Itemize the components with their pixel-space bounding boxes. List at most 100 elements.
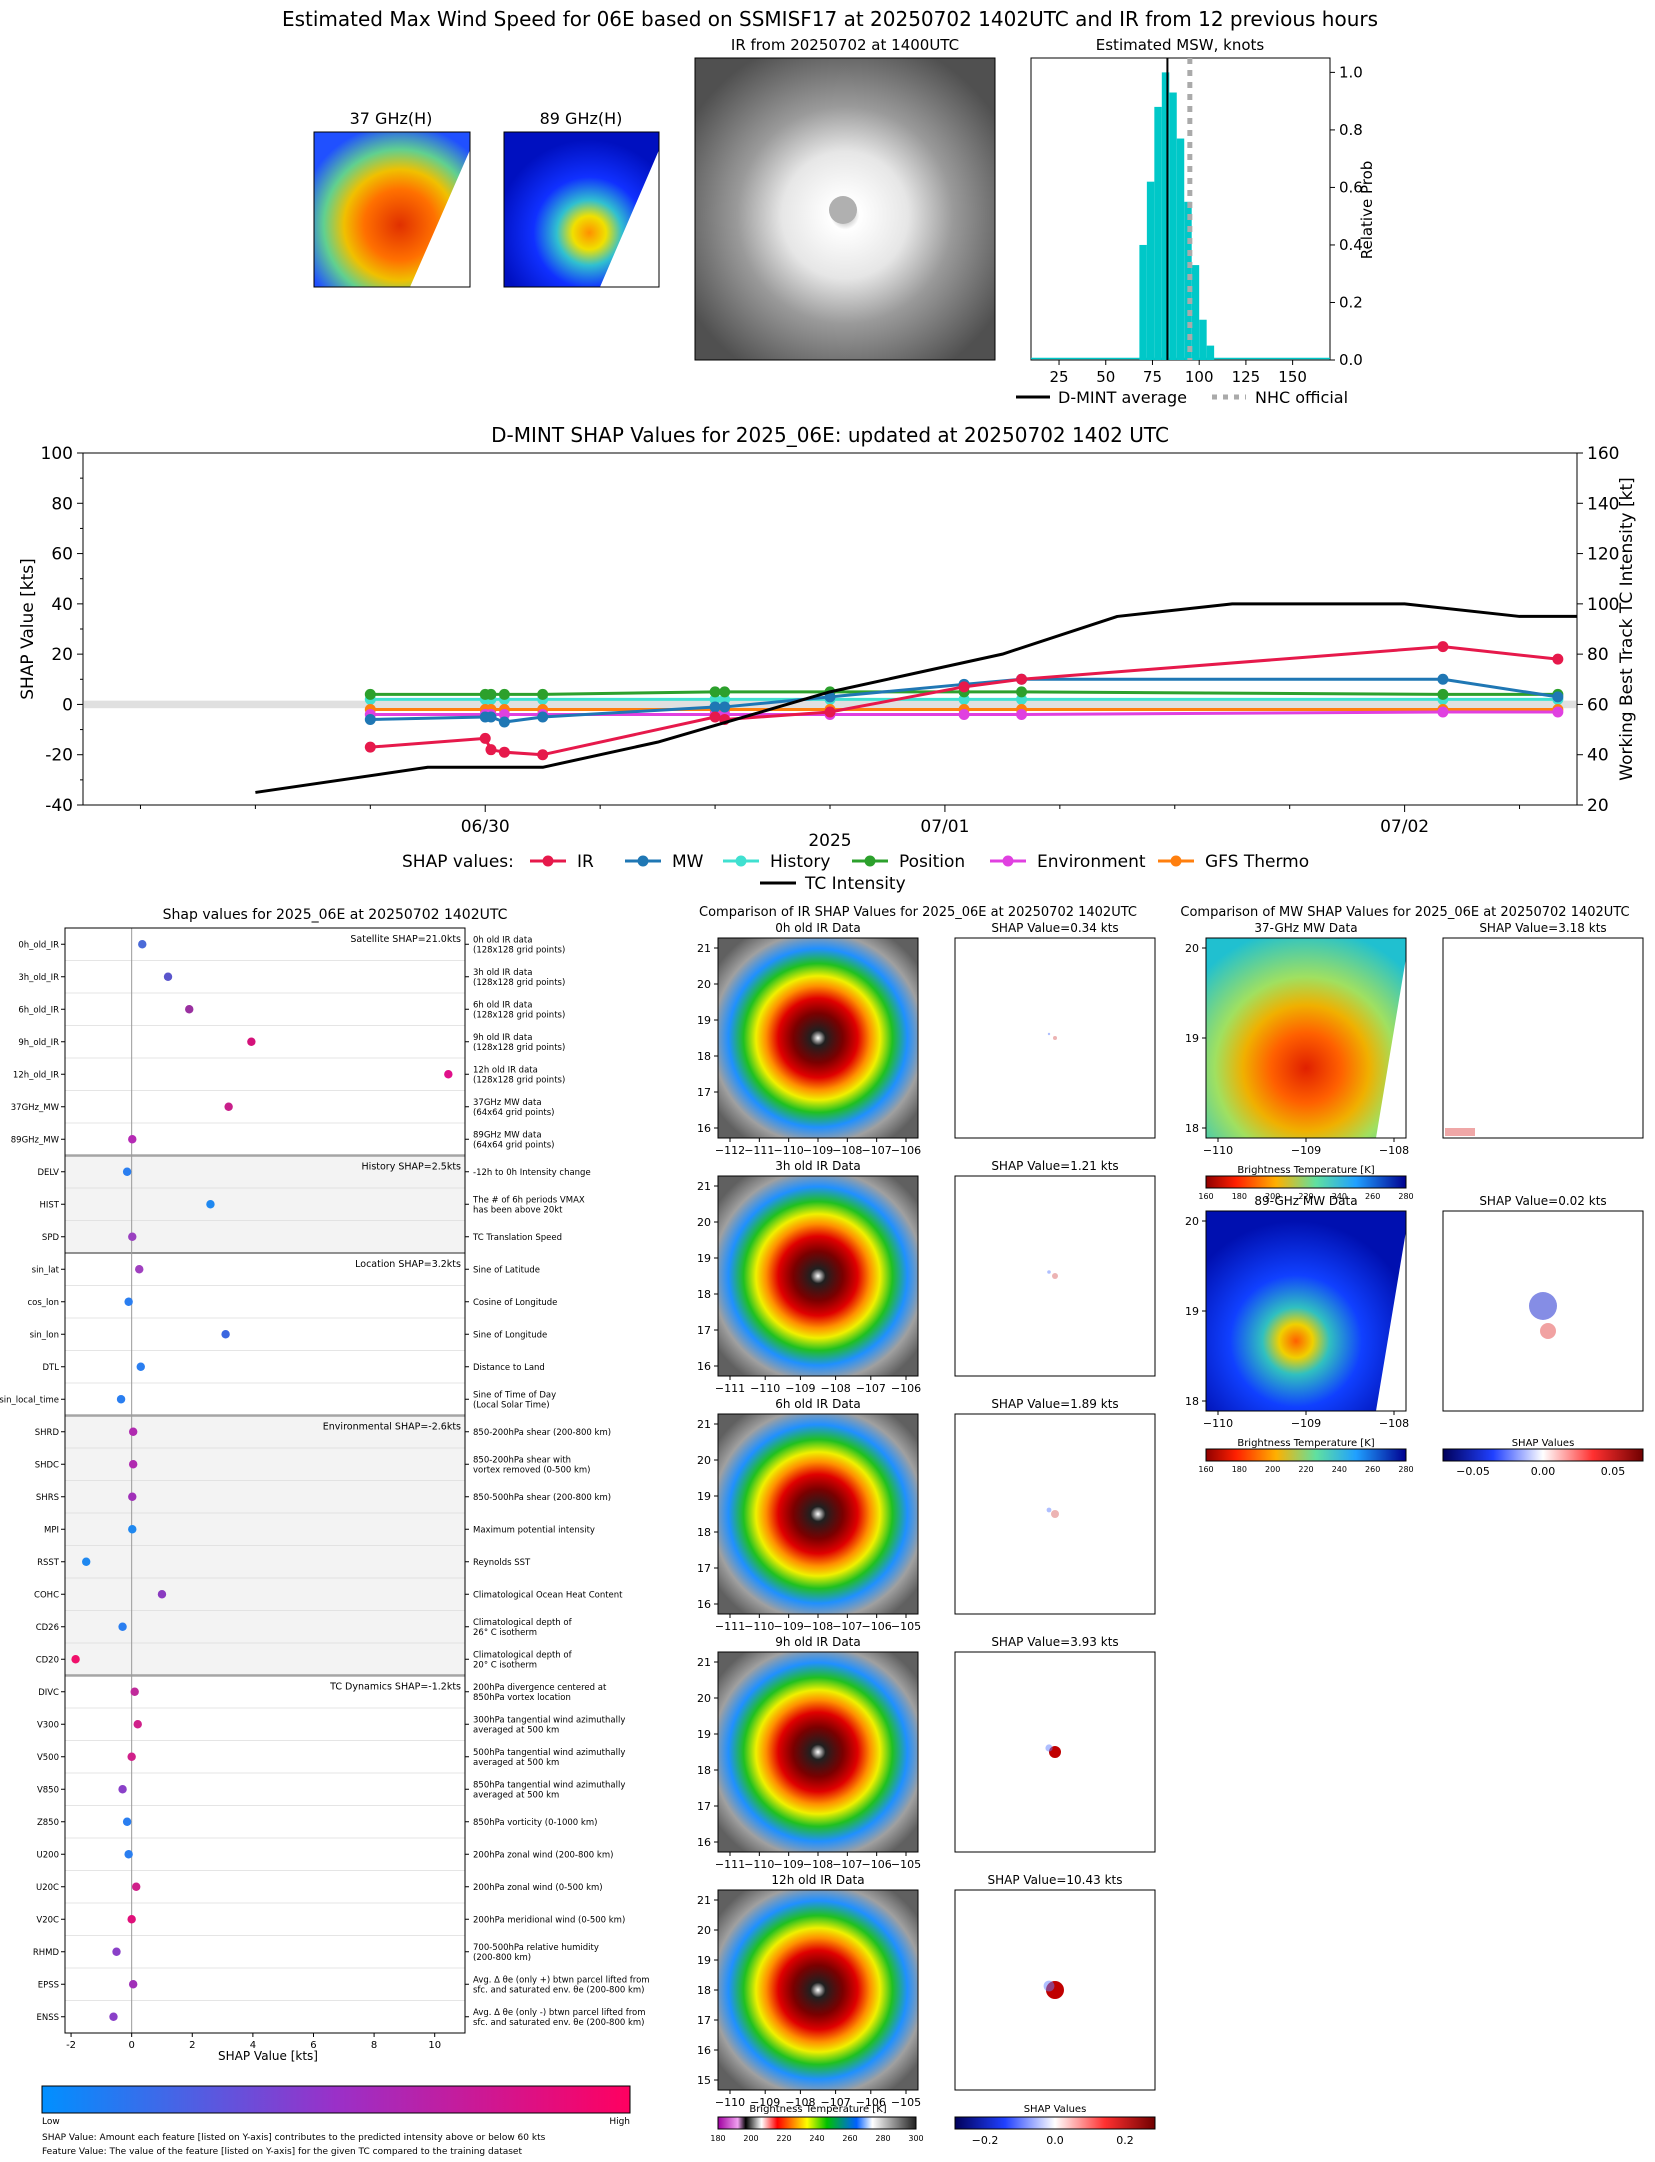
- feature-desc: 200hPa divergence centered at: [473, 1683, 607, 1693]
- feature-point: [128, 1460, 138, 1469]
- ir_compare-xtick-label: −111: [744, 1144, 774, 1157]
- scatter-xtick-label: 6: [310, 2040, 316, 2051]
- hist-xtick-label: 150: [1278, 368, 1307, 386]
- mw-compare-grid: 37-GHz MW Data 20 19 18 −110 −109 −108 SHAP Val…: [1185, 921, 1644, 1478]
- feature-desc: 850-500hPa shear (200-800 km): [473, 1493, 611, 1503]
- ir_compare-shap-title: SHAP Value=10.43 kts: [988, 1873, 1123, 1887]
- group-label: Environmental SHAP=-2.6kts: [323, 1422, 461, 1433]
- ir-cbar-tick: 280: [875, 2134, 890, 2143]
- series-point-ir: [364, 741, 376, 753]
- feature-name: U20C: [36, 1883, 59, 1893]
- mw_compare-xtick-label: −109: [1291, 1144, 1321, 1157]
- mw-shap-coldspot: [1529, 1292, 1557, 1320]
- ir_compare-ytick-label: 21: [697, 1418, 711, 1431]
- ir_compare-xtick-label: −106: [891, 1382, 921, 1395]
- feature-point: [118, 1622, 127, 1631]
- ir-shap-coldspot: [1045, 1744, 1053, 1752]
- feature-desc: Sine of Latitude: [473, 1265, 540, 1275]
- ir_compare-xtick-label: −110: [744, 1858, 774, 1871]
- ts-ytick-right-label: 80: [1587, 645, 1609, 665]
- legend-item-environment: Environment: [1037, 852, 1146, 872]
- ir_compare-ytick-label: 21: [697, 1656, 711, 1669]
- feature-desc: Climatological depth of: [473, 1650, 573, 1660]
- mw_compare-img: [1205, 937, 1407, 1139]
- ts-ytick-label: -20: [45, 746, 73, 766]
- feature-desc: -12h to 0h Intensity change: [473, 1168, 591, 1178]
- ir_compare-ytick-label: 18: [697, 1526, 711, 1539]
- ir-cbar-tick: 220: [776, 2134, 791, 2143]
- hist-bar: [1206, 345, 1215, 360]
- feature-name: V20C: [36, 1915, 59, 1925]
- mw-cbar: [1205, 1448, 1407, 1462]
- ir_compare-xtick-label: −106: [862, 1620, 892, 1633]
- feature-desc: 0h old IR data: [473, 935, 532, 945]
- feature-name: cos_lon: [27, 1298, 59, 1308]
- ir_compare-xtick-label: −108: [820, 1382, 850, 1395]
- feature-desc: averaged at 500 km: [473, 1758, 559, 1768]
- ir-shap-colorbar: SHAP Values −0.2 0.0 0.2: [954, 2104, 1156, 2147]
- mw_compare-xtick-label: −108: [1379, 1417, 1409, 1430]
- feature-desc: (128x128 grid points): [473, 1010, 565, 1020]
- mw_compare-shap-title: SHAP Value=0.02 kts: [1479, 1194, 1606, 1208]
- ir_compare-ytick-label: 21: [697, 942, 711, 955]
- feature-name: SHRD: [35, 1428, 60, 1438]
- ir_compare-ytick-label: 18: [697, 1050, 711, 1063]
- series-point-ir: [824, 706, 836, 718]
- ir-shap-tick: −0.2: [972, 2134, 999, 2147]
- ir_compare-img: [717, 1651, 919, 1853]
- ir_compare-xtick-label: −105: [891, 1858, 921, 1871]
- ts-title: D-MINT SHAP Values for 2025_06E: updated…: [491, 423, 1169, 447]
- ir_compare-xtick-label: −110: [744, 1620, 774, 1633]
- group-label: Satellite SHAP=21.0kts: [350, 934, 461, 945]
- hist-bar: [1199, 319, 1207, 360]
- legend-item-mw: MW: [672, 852, 704, 872]
- ts-ytick-right-label: 60: [1587, 695, 1609, 715]
- series-point-ir: [958, 681, 970, 693]
- mw-cbar-tick: 160: [1198, 1465, 1213, 1474]
- mw-shap-cbar-label: SHAP Values: [1512, 1438, 1575, 1449]
- feature-desc: 12h old IR data: [473, 1065, 538, 1075]
- hist-ytick-label: 0.0: [1339, 351, 1363, 369]
- scatter-xtick-label: -2: [66, 2040, 76, 2051]
- feature-point: [127, 1752, 136, 1761]
- legend-nhc: NHC official: [1255, 388, 1348, 407]
- series-point-ir: [498, 746, 510, 758]
- ir_compare-ytick-label: 17: [697, 1324, 711, 1337]
- ir-cbar-tick: 300: [908, 2134, 923, 2143]
- mw-cbar-label: Brightness Temperature [K]: [1237, 1438, 1374, 1449]
- ir-cbar-tick: 240: [809, 2134, 824, 2143]
- ir_compare-xtick-label: −106: [862, 1858, 892, 1871]
- mw_compare-xtick-label: −110: [1203, 1144, 1233, 1157]
- series-point-ir: [1016, 673, 1028, 685]
- ir-shap-hotspot: [1052, 1273, 1058, 1279]
- scatter-xlabel: SHAP Value [kts]: [218, 2049, 318, 2063]
- ir_compare-ytick-label: 16: [697, 1836, 711, 1849]
- series-point-history: [709, 693, 721, 705]
- ir_compare-ytick-label: 16: [697, 1122, 711, 1135]
- feature-desc: 700-500hPa relative humidity: [473, 1943, 599, 1953]
- ir-compare-title: Comparison of IR SHAP Values for 2025_06…: [699, 905, 1137, 920]
- feature-desc: The # of 6h periods VMAX: [472, 1195, 585, 1205]
- series-line-tc: [255, 602, 1577, 794]
- mw-shap-cbar-tick: 0.00: [1531, 1465, 1556, 1478]
- series-point-ir: [709, 711, 721, 723]
- ir-shap-cbar-label: SHAP Values: [1024, 2104, 1087, 2115]
- feature-point: [118, 1785, 127, 1794]
- feature-name: Z850: [37, 1818, 59, 1828]
- mw-cbar-tick: 180: [1232, 1465, 1247, 1474]
- feature-point: [206, 1200, 215, 1209]
- ir_compare-ytick-label: 20: [697, 1216, 711, 1229]
- feature-name: sin_lat: [32, 1265, 60, 1275]
- feature-point: [127, 1915, 136, 1924]
- ir_compare-img-title: 12h old IR Data: [771, 1873, 864, 1887]
- mw_compare-ytick-label: 20: [1185, 1215, 1199, 1228]
- ir_compare-xtick-label: −109: [803, 1144, 833, 1157]
- feature-desc: TC Translation Speed: [472, 1233, 562, 1243]
- feature-desc: Maximum potential intensity: [473, 1525, 595, 1535]
- group-label: History SHAP=2.5kts: [362, 1162, 462, 1173]
- mw-cbar-tick: 220: [1298, 1192, 1313, 1201]
- hist-xtick-label: 25: [1049, 368, 1068, 386]
- ir_compare-ytick-label: 17: [697, 1562, 711, 1575]
- feature-desc: 850hPa tangential wind azimuthally: [473, 1780, 625, 1790]
- mw-shap-hotspot: [1540, 1323, 1556, 1339]
